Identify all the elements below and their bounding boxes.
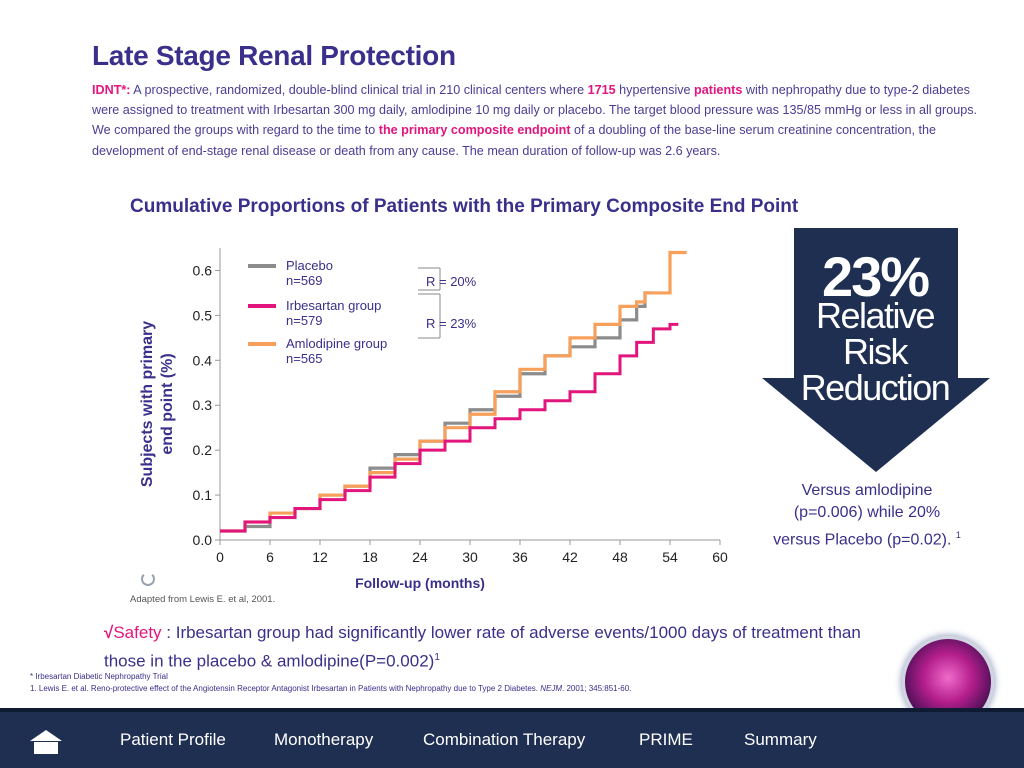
x-axis-label: Follow-up (months): [355, 575, 485, 591]
refresh-icon[interactable]: [141, 572, 155, 586]
y-tick-label: 0.4: [193, 352, 213, 368]
risk-reduction-percent: 23%: [821, 245, 930, 308]
safety-label: Safety: [113, 623, 162, 642]
nav-patient-profile[interactable]: Patient Profile: [120, 730, 226, 749]
risk-reduction-arrow: [762, 228, 990, 472]
intro-text-4: of a doubling of the base-line serum cre…: [92, 123, 936, 158]
y-tick-label: 0.0: [193, 532, 213, 548]
nav-summary[interactable]: Summary: [744, 730, 817, 749]
annotation-label: R = 23%: [426, 316, 477, 331]
arrow-shape: [762, 228, 990, 472]
x-tick-label: 48: [612, 549, 628, 565]
footnote-trial: * Irbesartan Diabetic Nephropathy Trial: [30, 672, 168, 681]
y-axis-label-line-2: end point (%): [159, 353, 176, 454]
study-description: IDNT*: A prospective, randomized, double…: [92, 80, 992, 161]
bottom-navigation-bar: [0, 708, 1024, 768]
study-acronym: IDNT*:: [92, 83, 131, 97]
footnote-ref-end: . 2001; 345:851-60.: [562, 684, 632, 693]
x-tick-label: 54: [662, 549, 678, 565]
legend-n: n=569: [286, 273, 323, 288]
x-tick-label: 36: [512, 549, 528, 565]
cumulative-endpoint-chart: 0 6 12 18 24 30 36 42 48 54 60 0.0 0.1 0.2 0.3 0.4 0.5 0.…: [139, 248, 728, 591]
series-line-irbesartan-group: [220, 322, 679, 533]
comparison-line-2: (p=0.006) while 20%: [793, 504, 941, 521]
footnote-ref-text: 1. Lewis E. et al. Reno-protective effec…: [30, 684, 541, 693]
legend-label: Amlodipine group: [286, 336, 387, 351]
nav-combination-therapy[interactable]: Combination Therapy: [423, 730, 586, 749]
comparison-line-3: versus Placebo (p=0.02). 1: [752, 524, 982, 551]
annotation-bracket: [418, 267, 441, 291]
y-tick-label: 0.3: [193, 397, 213, 413]
intro-text-1: A prospective, randomized, double-blind …: [130, 83, 588, 97]
comparison-line-1: Versus amlodipine: [801, 482, 933, 499]
comparison-note: Versus amlodipine (p=0.006) while 20% ve…: [752, 480, 982, 551]
y-tick-label: 0.1: [193, 487, 213, 503]
y-axis-label-line-1: Subjects with primary: [139, 321, 156, 487]
x-tick-label: 60: [712, 549, 728, 565]
x-tick-label: 0: [216, 549, 224, 565]
legend-n: n=579: [286, 313, 323, 328]
x-tick-label: 18: [362, 549, 378, 565]
home-icon[interactable]: [28, 728, 64, 756]
page-title: Late Stage Renal Protection: [92, 40, 456, 71]
annotation-label: R = 20%: [426, 274, 477, 289]
x-tick-label: 6: [266, 549, 274, 565]
intro-text-3: with nephropathy due to type-2 diabetes …: [92, 83, 978, 138]
x-tick-label: 12: [312, 549, 328, 565]
series-line-amlodipine-group: [220, 250, 687, 533]
footnote-reference: 1. Lewis E. et al. Reno-protective effec…: [30, 684, 631, 693]
risk-reduction-label-reduction: Reduction: [800, 367, 951, 408]
legend-n: n=565: [286, 351, 323, 366]
legend-label: Irbesartan group: [286, 298, 381, 313]
safety-statement: √Safety : Irbesartan group had significa…: [104, 620, 864, 674]
x-tick-label: 24: [412, 549, 428, 565]
patient-count: 1715: [587, 83, 616, 97]
nav-prime[interactable]: PRIME: [639, 730, 693, 749]
x-tick-label: 42: [562, 549, 578, 565]
x-tick-label: 30: [462, 549, 478, 565]
annotation-bracket: [418, 293, 441, 339]
comparison-ref: 1: [955, 530, 961, 540]
safety-ref: 1: [434, 652, 440, 663]
check-icon: √: [104, 623, 114, 642]
patients-word: patients: [694, 83, 743, 97]
legend-label: Placebo: [286, 258, 333, 273]
nav-monotherapy[interactable]: Monotherapy: [274, 730, 374, 749]
safety-text: : Irbesartan group had significantly low…: [104, 623, 861, 671]
footnote-journal: NEJM: [540, 684, 563, 693]
risk-reduction-label-risk: Risk: [843, 331, 909, 372]
risk-reduction-label-relative: Relative: [815, 295, 936, 336]
source-note: Adapted from Lewis E. et al, 2001.: [130, 594, 276, 605]
endpoint-phrase: the primary composite endpoint: [378, 123, 571, 138]
y-tick-label: 0.2: [193, 442, 213, 458]
comparison-line-3-text: versus Placebo (p=0.02).: [773, 531, 952, 549]
y-tick-label: 0.6: [193, 262, 213, 278]
chart-title: Cumulative Proportions of Patients with …: [130, 196, 799, 217]
intro-text-2: hypertensive: [615, 83, 695, 97]
y-tick-label: 0.5: [193, 307, 213, 323]
